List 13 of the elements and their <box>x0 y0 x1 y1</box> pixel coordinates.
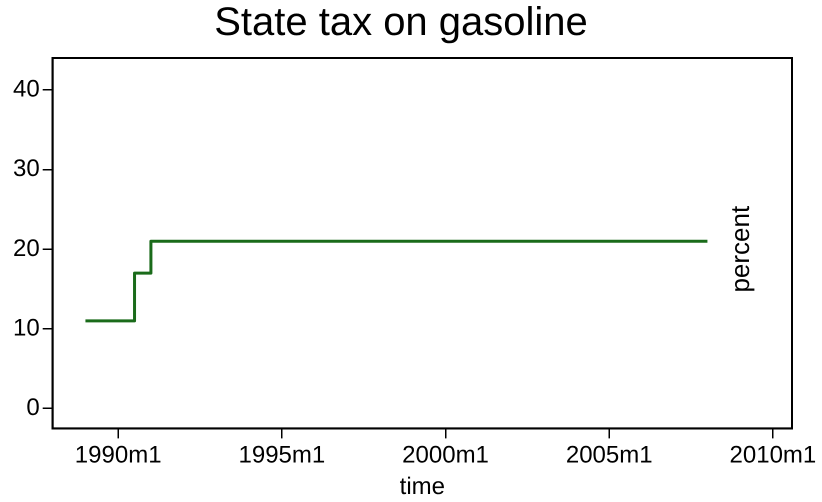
chart-title: State tax on gasoline <box>214 0 588 44</box>
x-tick-label: 2000m1 <box>402 441 489 468</box>
y-tick-label: 10 <box>12 314 40 342</box>
y-tick-label: 0 <box>26 394 40 422</box>
y-tick-label: 20 <box>12 234 40 262</box>
x-tick-label: 2010m1 <box>730 441 816 468</box>
x-tick-label: 1995m1 <box>238 441 326 468</box>
y-tick-label: 30 <box>12 155 40 182</box>
x-axis-title: time <box>400 473 446 500</box>
x-tick-label: 1990m1 <box>74 441 162 468</box>
x-tick-label: 2005m1 <box>566 441 653 468</box>
annotation: percent <box>725 205 756 293</box>
y-tick-label: 40 <box>12 75 40 102</box>
